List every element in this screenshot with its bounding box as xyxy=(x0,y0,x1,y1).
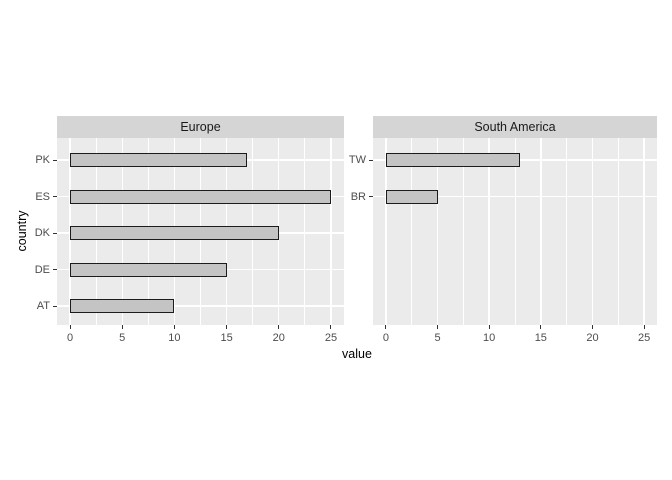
x-tick-label: 25 xyxy=(324,332,338,344)
bar-es xyxy=(70,189,331,204)
facet-panel-south-america xyxy=(373,138,657,325)
major-gridline xyxy=(591,138,594,325)
x-tick-label: 0 xyxy=(66,332,74,344)
major-gridline xyxy=(385,138,387,325)
minor-gridline xyxy=(411,138,413,325)
y-tick-mark xyxy=(53,232,57,234)
x-tick-mark xyxy=(540,325,542,329)
minor-gridline xyxy=(514,138,516,325)
x-tick-mark xyxy=(121,325,123,329)
y-tick-mark xyxy=(53,159,57,161)
x-tick-mark xyxy=(226,325,228,329)
minor-gridline xyxy=(304,138,306,325)
x-tick-mark xyxy=(69,325,71,329)
x-tick-label: 5 xyxy=(434,332,441,344)
major-gridline xyxy=(540,138,542,325)
bar-br xyxy=(385,189,438,204)
y-tick-label: BR xyxy=(350,190,366,203)
x-tick-label: 20 xyxy=(586,332,599,344)
y-tick-label: ES xyxy=(35,190,50,203)
minor-gridline xyxy=(462,138,464,325)
x-tick-mark xyxy=(643,325,645,329)
major-gridline xyxy=(488,138,490,325)
major-gridline xyxy=(57,305,344,307)
x-tick-label: 10 xyxy=(483,332,496,344)
y-tick-mark xyxy=(369,196,373,197)
x-tick-label: 5 xyxy=(119,332,126,344)
x-tick-mark xyxy=(488,325,490,329)
facet-panel-europe xyxy=(57,138,344,325)
major-gridline xyxy=(436,138,439,325)
y-tick-mark xyxy=(369,159,373,161)
facet-strip-south-america: South America xyxy=(373,116,657,138)
facet-strip-label: South America xyxy=(474,120,556,134)
minor-gridline xyxy=(566,138,568,325)
x-tick-label: 15 xyxy=(220,332,233,344)
major-gridline xyxy=(373,195,657,198)
y-tick-label: TW xyxy=(348,154,366,166)
x-tick-label: 0 xyxy=(382,332,389,344)
x-tick-mark xyxy=(385,325,387,329)
x-tick-mark xyxy=(591,325,593,329)
bar-tw xyxy=(385,153,521,167)
x-tick-label: 15 xyxy=(534,332,547,344)
bar-pk xyxy=(70,153,248,167)
x-tick-label: 25 xyxy=(637,332,651,344)
y-tick-mark xyxy=(53,305,57,307)
minor-gridline xyxy=(617,138,619,325)
x-axis-title: value xyxy=(342,347,372,361)
y-tick-label: AT xyxy=(36,300,50,312)
y-tick-mark xyxy=(53,196,57,197)
x-tick-label: 10 xyxy=(168,332,181,344)
facet-strip-europe: Europe xyxy=(57,116,344,138)
x-tick-mark xyxy=(173,325,175,329)
major-gridline xyxy=(330,138,332,325)
y-tick-label: DK xyxy=(34,227,50,239)
x-tick-mark xyxy=(278,325,280,329)
bar-at xyxy=(70,299,175,313)
major-gridline xyxy=(278,138,280,325)
major-gridline xyxy=(643,138,645,325)
x-tick-mark xyxy=(437,325,439,329)
bar-dk xyxy=(70,226,279,240)
y-tick-label: PK xyxy=(35,154,50,166)
x-tick-label: 20 xyxy=(272,332,285,344)
bar-de xyxy=(70,262,227,277)
y-tick-label: DE xyxy=(34,263,50,276)
facet-strip-label: Europe xyxy=(180,120,221,134)
x-tick-mark xyxy=(330,325,332,329)
y-tick-mark xyxy=(53,269,57,270)
